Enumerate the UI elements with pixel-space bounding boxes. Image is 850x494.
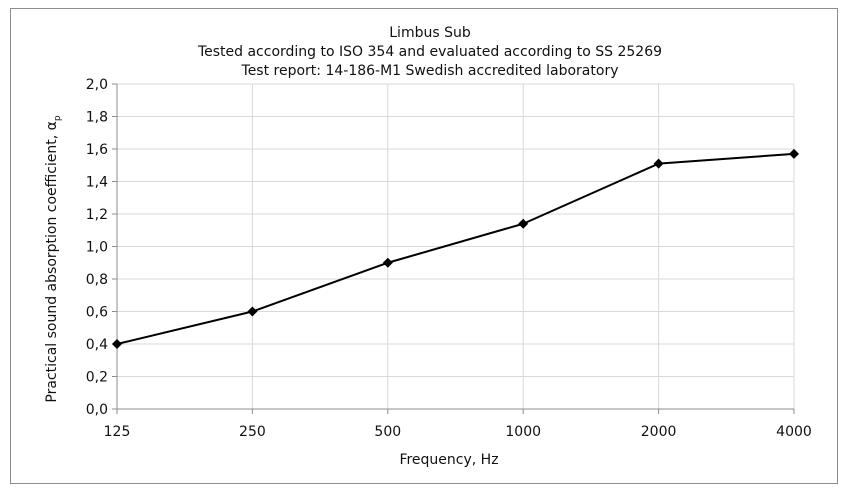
x-tick-label: 250 bbox=[239, 424, 266, 440]
y-tick-label: 1,2 bbox=[86, 207, 108, 223]
chart-title-line-1: Limbus Sub bbox=[389, 25, 471, 41]
data-point-marker bbox=[112, 339, 122, 349]
x-tick-label: 500 bbox=[374, 424, 401, 440]
data-point-marker bbox=[789, 148, 799, 159]
y-tick-label: 0,4 bbox=[86, 337, 108, 353]
series-polyline bbox=[116, 152, 795, 345]
y-tick-label: 0,0 bbox=[86, 402, 108, 418]
chart-svg: Limbus Sub Tested according to ISO 354 a… bbox=[44, 25, 812, 468]
chart-title: Limbus Sub Tested according to ISO 354 a… bbox=[197, 25, 662, 79]
y-tick-label: 0,6 bbox=[86, 305, 108, 321]
y-axis-label-subscript: p bbox=[53, 115, 63, 121]
gridlines bbox=[117, 83, 795, 409]
data-point-marker bbox=[518, 218, 529, 229]
y-tick-label: 1,0 bbox=[86, 240, 108, 256]
axes bbox=[112, 83, 795, 414]
y-tick-label: 1,8 bbox=[86, 110, 108, 126]
x-tick-label: 1000 bbox=[505, 424, 541, 440]
series-line bbox=[112, 148, 799, 349]
y-tick-label: 2,0 bbox=[86, 77, 108, 93]
x-tick-labels: 125 250 500 1000 2000 4000 bbox=[104, 424, 812, 440]
y-tick-label: 1,4 bbox=[86, 175, 108, 191]
x-axis-label: Frequency, Hz bbox=[399, 452, 498, 468]
y-tick-label: 0,2 bbox=[86, 370, 108, 386]
data-point-marker bbox=[382, 257, 393, 268]
data-point-marker bbox=[653, 158, 664, 169]
x-tick-label: 4000 bbox=[776, 424, 812, 440]
y-axis-label: Practical sound absorption coefficient, … bbox=[44, 115, 63, 403]
y-tick-label: 1,6 bbox=[86, 142, 108, 158]
y-tick-label: 0,8 bbox=[86, 272, 108, 288]
chart-title-line-2: Tested according to ISO 354 and evaluate… bbox=[197, 44, 662, 60]
chart-frame: Limbus Sub Tested according to ISO 354 a… bbox=[10, 8, 838, 484]
x-tick-label: 125 bbox=[104, 424, 131, 440]
data-point-marker bbox=[247, 306, 258, 317]
chart-title-line-3: Test report: 14-186-M1 Swedish accredite… bbox=[241, 63, 619, 79]
y-axis-label-main: Practical sound absorption coefficient, … bbox=[44, 121, 60, 403]
x-tick-label: 2000 bbox=[641, 424, 677, 440]
y-tick-labels: 0,0 0,2 0,4 0,6 0,8 1,0 1,2 1,4 1,6 1,8 2,0 bbox=[86, 77, 108, 418]
